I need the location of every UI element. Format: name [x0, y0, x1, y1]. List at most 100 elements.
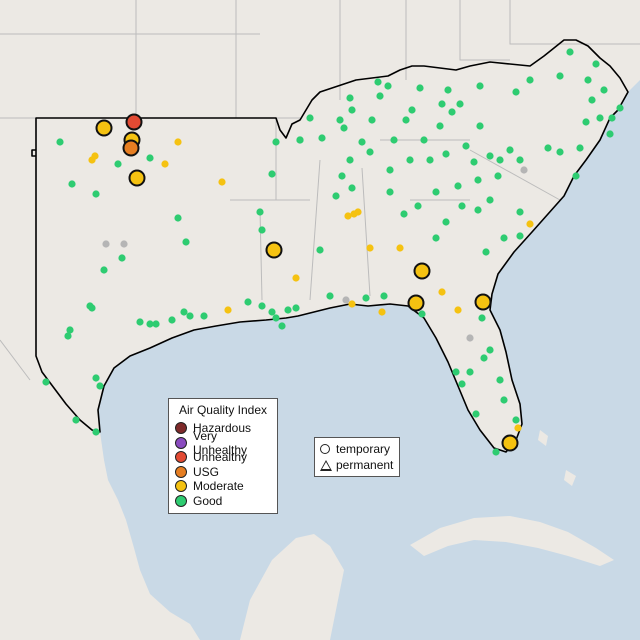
site-marker-good	[296, 136, 304, 144]
site-marker-no-data	[120, 240, 128, 248]
site-marker-good	[168, 316, 176, 324]
site-marker-good	[346, 94, 354, 102]
site-marker-good	[386, 166, 394, 174]
site-marker-good	[432, 188, 440, 196]
temporary-site-moderate	[501, 434, 519, 452]
site-marker-good	[516, 156, 524, 164]
site-marker-moderate	[514, 424, 522, 432]
legend-label: Unhealthy	[193, 450, 248, 465]
temporary-site-unhealthy	[125, 113, 143, 131]
temporary-site-moderate	[407, 294, 425, 312]
aqi-legend: Air Quality Index Hazardous Very Unhealt…	[168, 398, 278, 514]
site-marker-good	[492, 448, 500, 456]
site-marker-good	[408, 106, 416, 114]
site-marker-good	[376, 92, 384, 100]
site-marker-good	[480, 354, 488, 362]
site-marker-good	[442, 218, 450, 226]
legend-item-temporary: temporary	[320, 441, 394, 457]
site-marker-good	[118, 254, 126, 262]
site-marker-good	[526, 76, 534, 84]
site-marker-good	[336, 116, 344, 124]
site-marker-good	[278, 322, 286, 330]
site-marker-good	[374, 78, 382, 86]
site-marker-good	[136, 318, 144, 326]
site-marker-good	[72, 416, 80, 424]
site-marker-good	[306, 114, 314, 122]
site-marker-good	[486, 346, 494, 354]
land-cuba	[410, 516, 614, 566]
site-marker-good	[186, 312, 194, 320]
site-marker-moderate	[354, 208, 362, 216]
legend-label: Moderate	[193, 479, 244, 494]
site-marker-good	[496, 156, 504, 164]
site-marker-good	[556, 72, 564, 80]
moderate-swatch	[175, 480, 187, 493]
site-marker-good	[482, 248, 490, 256]
site-marker-moderate	[438, 288, 446, 296]
legend-label: Good	[193, 493, 223, 508]
site-marker-good	[284, 306, 292, 314]
site-marker-good	[272, 314, 280, 322]
site-marker-moderate	[224, 306, 232, 314]
site-marker-good	[174, 214, 182, 222]
site-marker-good	[152, 320, 160, 328]
site-marker-good	[244, 298, 252, 306]
temporary-site-moderate	[128, 169, 146, 187]
site-marker-good	[418, 310, 426, 318]
site-marker-good	[608, 114, 616, 122]
temporary-site-moderate	[413, 262, 431, 280]
site-marker-good	[258, 226, 266, 234]
site-marker-good	[556, 148, 564, 156]
temporary-site-moderate	[95, 119, 113, 137]
site-marker-good	[200, 312, 208, 320]
usg-swatch	[175, 465, 187, 478]
site-marker-good	[600, 86, 608, 94]
site-marker-good	[180, 308, 188, 316]
site-marker-good	[592, 60, 600, 68]
site-marker-good	[512, 88, 520, 96]
temporary-site-usg	[122, 139, 140, 157]
site-marker-good	[476, 82, 484, 90]
legend-item-permanent: permanent	[320, 457, 394, 473]
site-marker-good	[474, 176, 482, 184]
site-marker-good	[500, 396, 508, 404]
site-marker-good	[316, 246, 324, 254]
site-marker-moderate	[396, 244, 404, 252]
site-marker-good	[114, 160, 122, 168]
temporary-site-moderate	[474, 293, 492, 311]
site-marker-good	[472, 410, 480, 418]
legend-item-moderate: Moderate	[175, 479, 271, 494]
site-marker-good	[486, 196, 494, 204]
site-marker-good	[268, 170, 276, 178]
site-marker-good	[68, 180, 76, 188]
site-marker-good	[584, 76, 592, 84]
site-marker-moderate	[366, 244, 374, 252]
legend-item-good: Good	[175, 494, 271, 509]
site-marker-good	[516, 208, 524, 216]
site-marker-good	[348, 184, 356, 192]
land-yucatan	[240, 534, 344, 640]
site-marker-good	[452, 368, 460, 376]
site-marker-good	[340, 124, 348, 132]
site-marker-good	[390, 136, 398, 144]
site-marker-good	[462, 142, 470, 150]
hazardous-swatch	[175, 422, 187, 435]
site-marker-good	[566, 48, 574, 56]
site-marker-good	[338, 172, 346, 180]
site-marker-good	[496, 376, 504, 384]
site-marker-moderate	[378, 308, 386, 316]
site-marker-no-data	[520, 166, 528, 174]
site-marker-good	[64, 332, 72, 340]
site-marker-good	[268, 308, 276, 316]
site-marker-moderate	[218, 178, 226, 186]
site-marker-good	[616, 104, 624, 112]
site-marker-good	[454, 182, 462, 190]
site-marker-good	[576, 144, 584, 152]
site-marker-good	[384, 82, 392, 90]
site-marker-good	[420, 136, 428, 144]
temporary-site-moderate	[265, 241, 283, 259]
site-type-legend: temporary permanent	[314, 437, 400, 477]
site-marker-good	[358, 138, 366, 146]
